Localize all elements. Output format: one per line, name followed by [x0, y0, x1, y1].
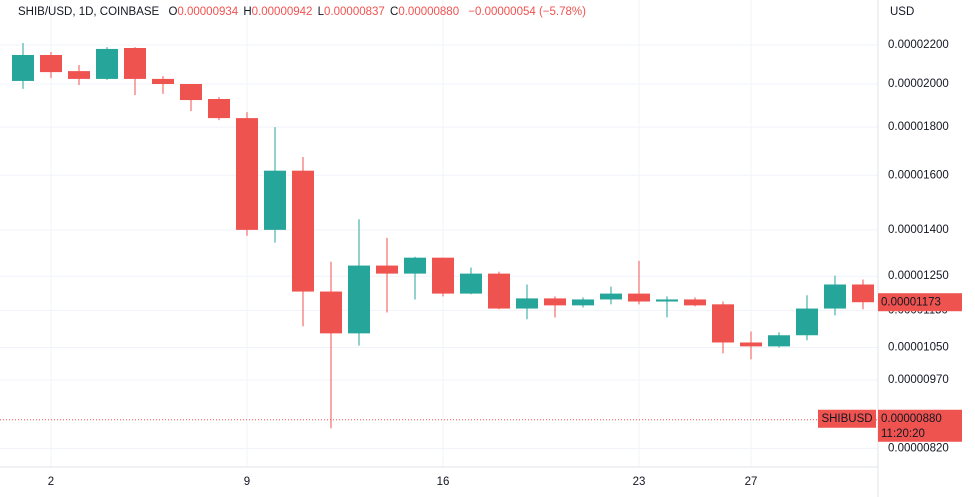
candle-body	[264, 170, 286, 230]
candle-body	[124, 48, 146, 79]
change: −0.00000054 (−5.78%)	[468, 6, 586, 18]
grid	[0, 0, 878, 467]
header: SHIB/USD, 1D, COINBASE O0.00000934 H0.00…	[18, 6, 586, 18]
candle-body	[68, 71, 90, 79]
candle-body	[376, 265, 398, 274]
last-price-label: 0.00001173	[881, 296, 941, 308]
candle-body	[712, 304, 734, 343]
price-time: 11:20:20	[881, 428, 925, 440]
candle-body	[656, 299, 678, 302]
candle-body	[572, 299, 594, 306]
y-tick-label: 0.00001600	[888, 169, 949, 181]
y-tick-label: 0.00000820	[888, 443, 949, 455]
candle-body	[12, 54, 34, 81]
x-tick-label: 23	[633, 476, 646, 488]
x-tick-label: 9	[244, 476, 250, 488]
candle-body	[96, 48, 118, 79]
price-label: 0.00000880	[881, 413, 942, 425]
candle-body	[152, 78, 174, 84]
candle-body	[180, 83, 202, 101]
candle-body	[292, 170, 314, 292]
candle-body	[684, 299, 706, 306]
candle-body	[740, 342, 762, 347]
candle-body	[516, 298, 538, 309]
candle-body	[460, 273, 482, 294]
y-tick-label: 0.00001400	[888, 224, 949, 236]
c-label: C	[390, 6, 398, 18]
c-value: 0.00000880	[398, 6, 459, 18]
o-label: O	[168, 6, 177, 18]
y-tick-label: 0.00001050	[888, 342, 949, 354]
h-label: H	[243, 6, 251, 18]
candle-body	[488, 273, 510, 309]
candle-body	[824, 284, 846, 309]
candle-body	[40, 54, 62, 73]
candle-body	[768, 335, 790, 347]
candle-body	[544, 298, 566, 306]
y-tick-label: 0.00001250	[888, 270, 949, 282]
o-value: 0.00000934	[177, 6, 238, 18]
price-label-box	[878, 409, 962, 442]
y-tick-label: 0.00001800	[888, 121, 949, 133]
last-price-box	[878, 293, 962, 312]
symbol: SHIB/USD, 1D, COINBASE	[18, 6, 160, 18]
price-tag-box	[818, 409, 876, 428]
x-tick-label: 2	[48, 476, 54, 488]
candles	[12, 42, 874, 429]
h-value: 0.00000942	[252, 6, 313, 18]
candle-body	[208, 98, 230, 119]
x-tick-label: 16	[437, 476, 450, 488]
candle-body	[236, 118, 258, 230]
price-tag: SHIBUSD	[821, 413, 872, 425]
y-tick-label: 0.00002000	[888, 78, 949, 90]
l-value: 0.00000837	[324, 6, 385, 18]
l-label: L	[318, 6, 325, 18]
candle-body	[404, 257, 426, 274]
x-tick-label: 27	[745, 476, 758, 488]
y-tick-label: 0.00000970	[888, 374, 949, 386]
candle-body	[432, 257, 454, 294]
candle-body	[628, 293, 650, 302]
candle-body	[852, 284, 874, 303]
candle-body	[320, 291, 342, 334]
candle-body	[796, 308, 818, 336]
candle-body	[348, 265, 370, 334]
y-tick-label: 0.00002200	[888, 39, 949, 51]
candle-body	[600, 293, 622, 300]
y-axis-title: USD	[890, 6, 914, 18]
